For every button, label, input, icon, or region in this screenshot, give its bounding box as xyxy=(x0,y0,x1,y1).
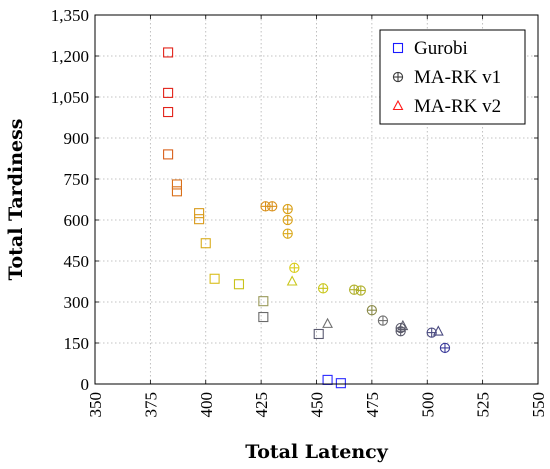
point-ma-rk-v1 xyxy=(349,284,360,295)
point-ma-rk-v1 xyxy=(282,214,293,226)
x-tick-label: 450 xyxy=(308,392,327,418)
point-gurobi xyxy=(258,311,269,323)
point-gurobi xyxy=(163,149,174,160)
x-axis-label: Total Latency xyxy=(245,441,388,463)
point-gurobi xyxy=(171,186,183,197)
point-ma-rk-v1 xyxy=(282,228,293,239)
data-points xyxy=(163,47,451,389)
point-ma-rk-v1 xyxy=(289,262,300,273)
x-tick-label: 425 xyxy=(252,392,271,418)
point-gurobi xyxy=(194,214,205,225)
y-tick-label: 1,050 xyxy=(51,88,89,107)
point-ma-rk-v2 xyxy=(432,325,444,336)
point-gurobi xyxy=(258,296,269,307)
y-tick-label: 150 xyxy=(64,334,90,353)
y-tick-label: 0 xyxy=(81,375,90,394)
point-ma-rk-v1 xyxy=(439,342,451,354)
legend-marker-ma-rk-v1 xyxy=(392,71,404,83)
x-tick-label: 500 xyxy=(418,392,437,418)
y-tick-label: 900 xyxy=(64,129,90,148)
point-ma-rk-v1 xyxy=(377,315,389,326)
x-tick-labels: 350 375 400 425 450 475 500 525 550 xyxy=(86,392,548,418)
legend-box xyxy=(379,29,526,125)
legend: Gurobi MA-RK v1 MA-RK v2 xyxy=(379,29,526,125)
legend-marker-gurobi xyxy=(392,42,404,54)
y-tick-label: 450 xyxy=(64,252,90,271)
y-tick-label: 300 xyxy=(64,293,90,312)
point-gurobi xyxy=(171,179,183,190)
y-tick-label: 600 xyxy=(64,211,90,230)
point-ma-rk-v1 xyxy=(355,285,366,296)
y-tick-label: 1,350 xyxy=(51,6,89,25)
point-gurobi xyxy=(163,106,174,118)
point-gurobi xyxy=(200,238,211,249)
point-ma-rk-v1 xyxy=(282,203,293,215)
point-gurobi xyxy=(163,47,174,58)
point-ma-rk-v1 xyxy=(317,283,329,294)
point-ma-rk-v1 xyxy=(267,201,278,212)
point-ma-rk-v2 xyxy=(286,275,298,286)
point-gurobi xyxy=(163,87,174,98)
x-tick-label: 550 xyxy=(529,392,548,418)
point-gurobi xyxy=(313,328,324,340)
y-axis-label: Total Tardiness xyxy=(5,119,27,281)
point-ma-rk-v2 xyxy=(322,317,333,328)
y-tick-label: 750 xyxy=(64,170,90,189)
point-gurobi xyxy=(209,273,220,284)
x-tick-label: 475 xyxy=(363,392,382,418)
x-tick-label: 400 xyxy=(197,392,216,418)
legend-marker-ma-rk-v2 xyxy=(392,99,404,111)
x-tick-label: 350 xyxy=(86,392,105,418)
y-tick-label: 1,200 xyxy=(51,47,89,66)
plot-frame xyxy=(94,14,539,385)
legend-label-ma-rk-v2: MA-RK v2 xyxy=(414,96,501,117)
point-gurobi xyxy=(233,279,245,290)
point-ma-rk-v2 xyxy=(397,319,409,331)
point-ma-rk-v1 xyxy=(366,305,378,316)
legend-label-gurobi: Gurobi xyxy=(414,38,468,59)
y-tick-labels: 0 150 300 450 600 750 900 1,050 1,200 1,350 xyxy=(51,6,89,394)
point-ma-rk-v1 xyxy=(395,326,406,337)
point-gurobi xyxy=(194,208,205,219)
point-gurobi xyxy=(335,378,346,389)
point-gurobi xyxy=(322,374,333,385)
x-tick-label: 375 xyxy=(141,392,160,418)
x-tick-label: 525 xyxy=(474,392,493,418)
legend-label-ma-rk-v1: MA-RK v1 xyxy=(414,67,501,88)
